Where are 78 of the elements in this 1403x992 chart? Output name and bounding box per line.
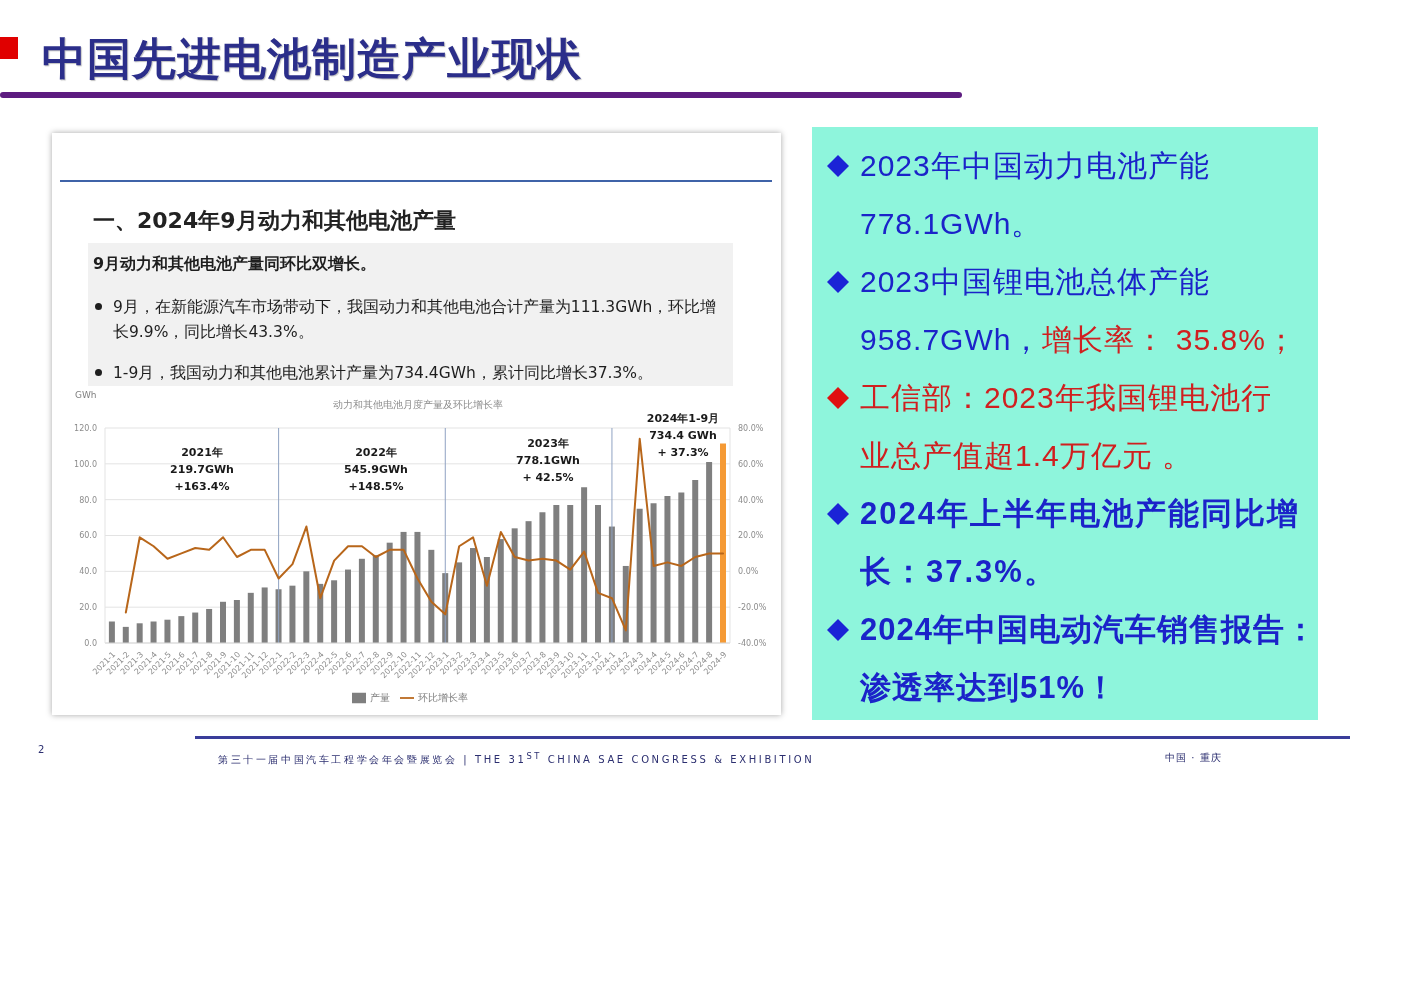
- bar: [136, 623, 143, 643]
- y2-tick-label: 0.0%: [738, 567, 759, 577]
- bar: [247, 592, 254, 643]
- text: 2023年中国动力电池产能778.1GWh。: [860, 149, 1210, 240]
- y2-tick-label: 40.0%: [738, 495, 764, 505]
- y-tick-label: 100.0: [74, 459, 97, 469]
- bar: [470, 548, 476, 643]
- bar: [414, 531, 421, 643]
- text: 增长率： 35.8%；: [1042, 323, 1297, 356]
- y-tick-label: 0.0: [84, 638, 97, 648]
- text: 958.7GWh，: [860, 323, 1043, 356]
- chart-subtitle: 一、2024年9月动力和其他电池产量: [93, 207, 456, 235]
- y2-tick-label: 20.0%: [738, 531, 764, 541]
- bar: [706, 462, 713, 643]
- chart-title: 中国先进电池制造产业现状: [42, 32, 582, 86]
- bar: [581, 487, 588, 643]
- text: 2024年中国电动汽车销售报告：渗透率达到51%！: [860, 612, 1317, 705]
- annotation: 2021年 219.7GWh +163.4%: [170, 445, 234, 495]
- bar: [358, 558, 365, 643]
- text: 动力和其他电池月度产量及环比增长率: [333, 398, 503, 412]
- bar: [636, 508, 643, 643]
- text: 2023中国锂电池总体产能: [860, 265, 1210, 298]
- bar: [720, 443, 726, 643]
- y2-tick-label: 60.0%: [738, 459, 764, 469]
- text: 9月动力和其他电池产量同环比双增长。: [93, 254, 377, 275]
- bar: [539, 512, 546, 643]
- bar: [692, 479, 699, 643]
- text: 2024年上半年电池产能同比增长：37.3%。: [860, 496, 1300, 589]
- bar: [289, 585, 296, 643]
- y2-tick-label: 80.0%: [738, 423, 764, 433]
- y-tick-label: 120.0: [74, 423, 97, 433]
- bar: [400, 531, 407, 643]
- bar: [261, 587, 268, 643]
- bar: [428, 549, 435, 643]
- bar: [567, 505, 574, 643]
- text: 9月，在新能源汽车市场带动下，我国动力和其他电池合计产量为111.3GWh，环比增长9.9%，同比增长43.3%。: [113, 297, 718, 343]
- text: 第三十一届中国汽车工程学会年会暨展览会 | THE 31$^{ST}$ CHINA SAE CONGRESS & EXHIBITION: [218, 751, 815, 768]
- legend-label: 环比增长率: [418, 692, 468, 703]
- bar: [345, 569, 351, 643]
- annotation: 2024年1-9月 734.4 GWh + 37.3%: [646, 411, 720, 461]
- bar: [331, 580, 338, 643]
- text: 2: [38, 744, 45, 755]
- y-tick-label: 40.0: [79, 567, 97, 577]
- bar: [595, 505, 601, 643]
- text: 1-9月，我国动力和其他电池累计产量为734.4GWh，累计同比增长37.3%。: [113, 363, 655, 384]
- bar: [372, 555, 379, 643]
- bar: [511, 528, 518, 643]
- bar: [386, 542, 393, 643]
- legend-label: 产量: [370, 692, 390, 703]
- bar: [456, 562, 463, 643]
- y-tick-label: 80.0: [79, 495, 97, 505]
- bar: [220, 601, 226, 643]
- bar: [192, 612, 199, 643]
- bar: [497, 539, 504, 643]
- text: 工信部：2023年我国锂电池行业总产值超1.4万亿元 。: [860, 381, 1272, 472]
- bar: [206, 608, 213, 643]
- line-series: [124, 437, 725, 632]
- bar: [303, 571, 310, 643]
- bar: [178, 616, 185, 643]
- bar: [164, 619, 171, 643]
- bar: [678, 492, 685, 643]
- bar: [122, 626, 129, 643]
- bar: [108, 621, 115, 643]
- bar: [525, 521, 532, 643]
- y-axis-title: GWh: [75, 390, 97, 400]
- y-tick-label: 60.0: [79, 531, 97, 541]
- bar: [664, 496, 671, 643]
- y-tick-label: 20.0: [79, 603, 97, 613]
- annotation: 2022年 545.9GWh +148.5%: [344, 445, 408, 495]
- bar: [233, 600, 240, 643]
- bar: [650, 503, 657, 643]
- bar: [483, 557, 490, 643]
- y2-tick-label: -20.0%: [738, 603, 767, 613]
- text: 中国 · 重庆: [1165, 751, 1222, 765]
- y2-tick-label: -40.0%: [738, 638, 767, 648]
- bar: [150, 621, 157, 643]
- bar: [553, 505, 560, 643]
- annotation: 2023年 778.1GWh + 42.5%: [516, 436, 580, 486]
